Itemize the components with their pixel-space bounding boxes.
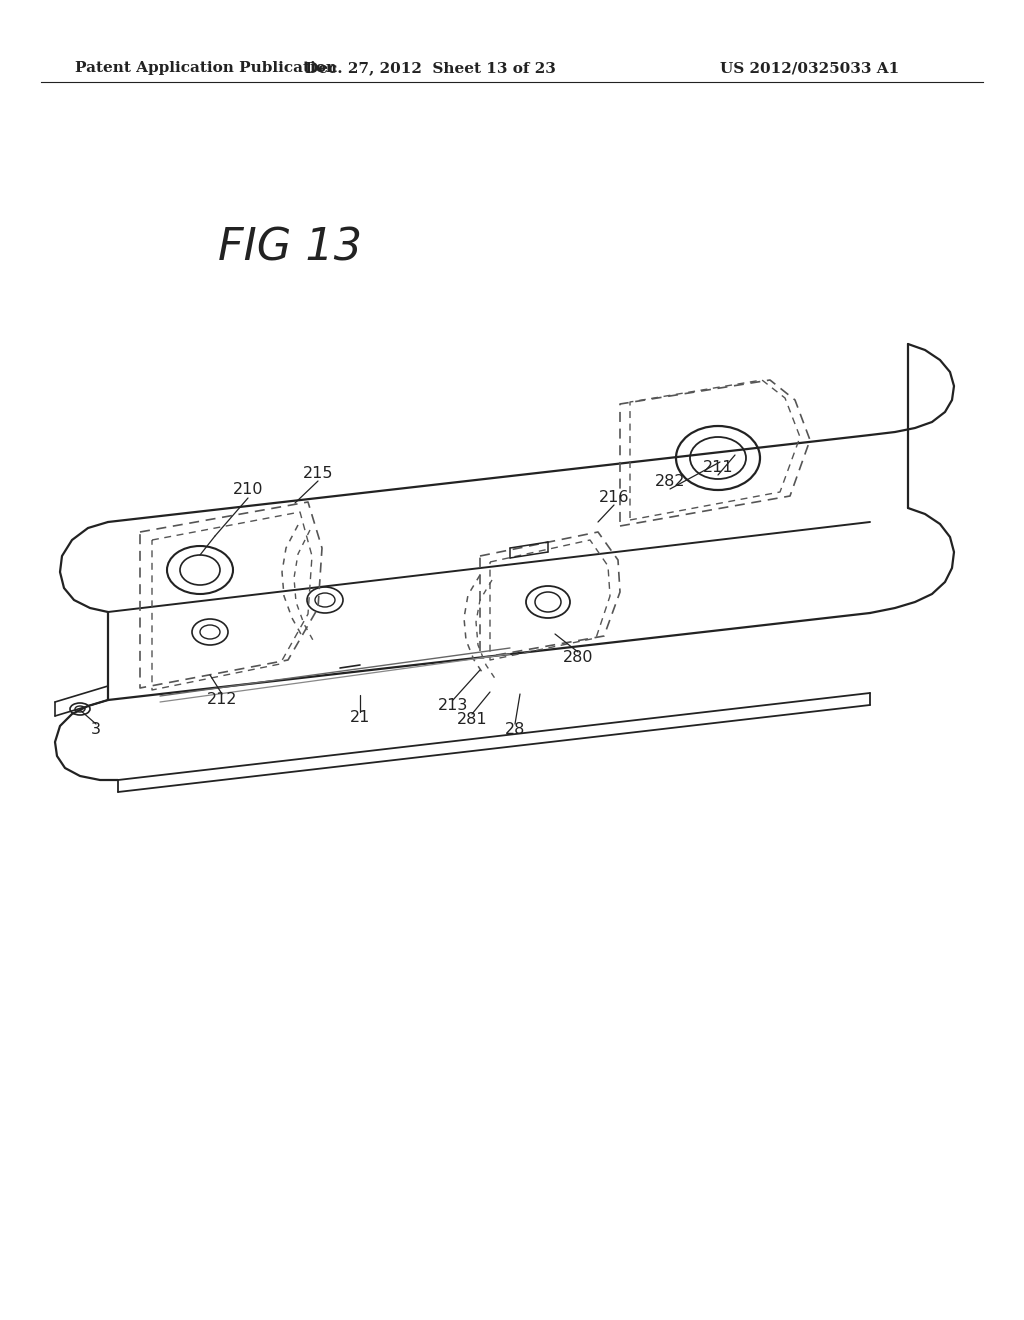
Text: US 2012/0325033 A1: US 2012/0325033 A1 <box>720 61 899 75</box>
Text: 212: 212 <box>207 693 238 708</box>
Text: 213: 213 <box>438 698 468 714</box>
Text: 282: 282 <box>654 474 685 490</box>
Text: 210: 210 <box>232 483 263 498</box>
Text: 215: 215 <box>303 466 333 482</box>
Text: 216: 216 <box>599 491 630 506</box>
Text: 3: 3 <box>91 722 101 738</box>
Text: Dec. 27, 2012  Sheet 13 of 23: Dec. 27, 2012 Sheet 13 of 23 <box>304 61 555 75</box>
Text: FIG 13: FIG 13 <box>218 227 362 269</box>
Text: 211: 211 <box>702 461 733 475</box>
Text: Patent Application Publication: Patent Application Publication <box>75 61 337 75</box>
Text: 21: 21 <box>350 710 371 726</box>
Text: 281: 281 <box>457 713 487 727</box>
Text: 28: 28 <box>505 722 525 738</box>
Text: 280: 280 <box>563 651 593 665</box>
